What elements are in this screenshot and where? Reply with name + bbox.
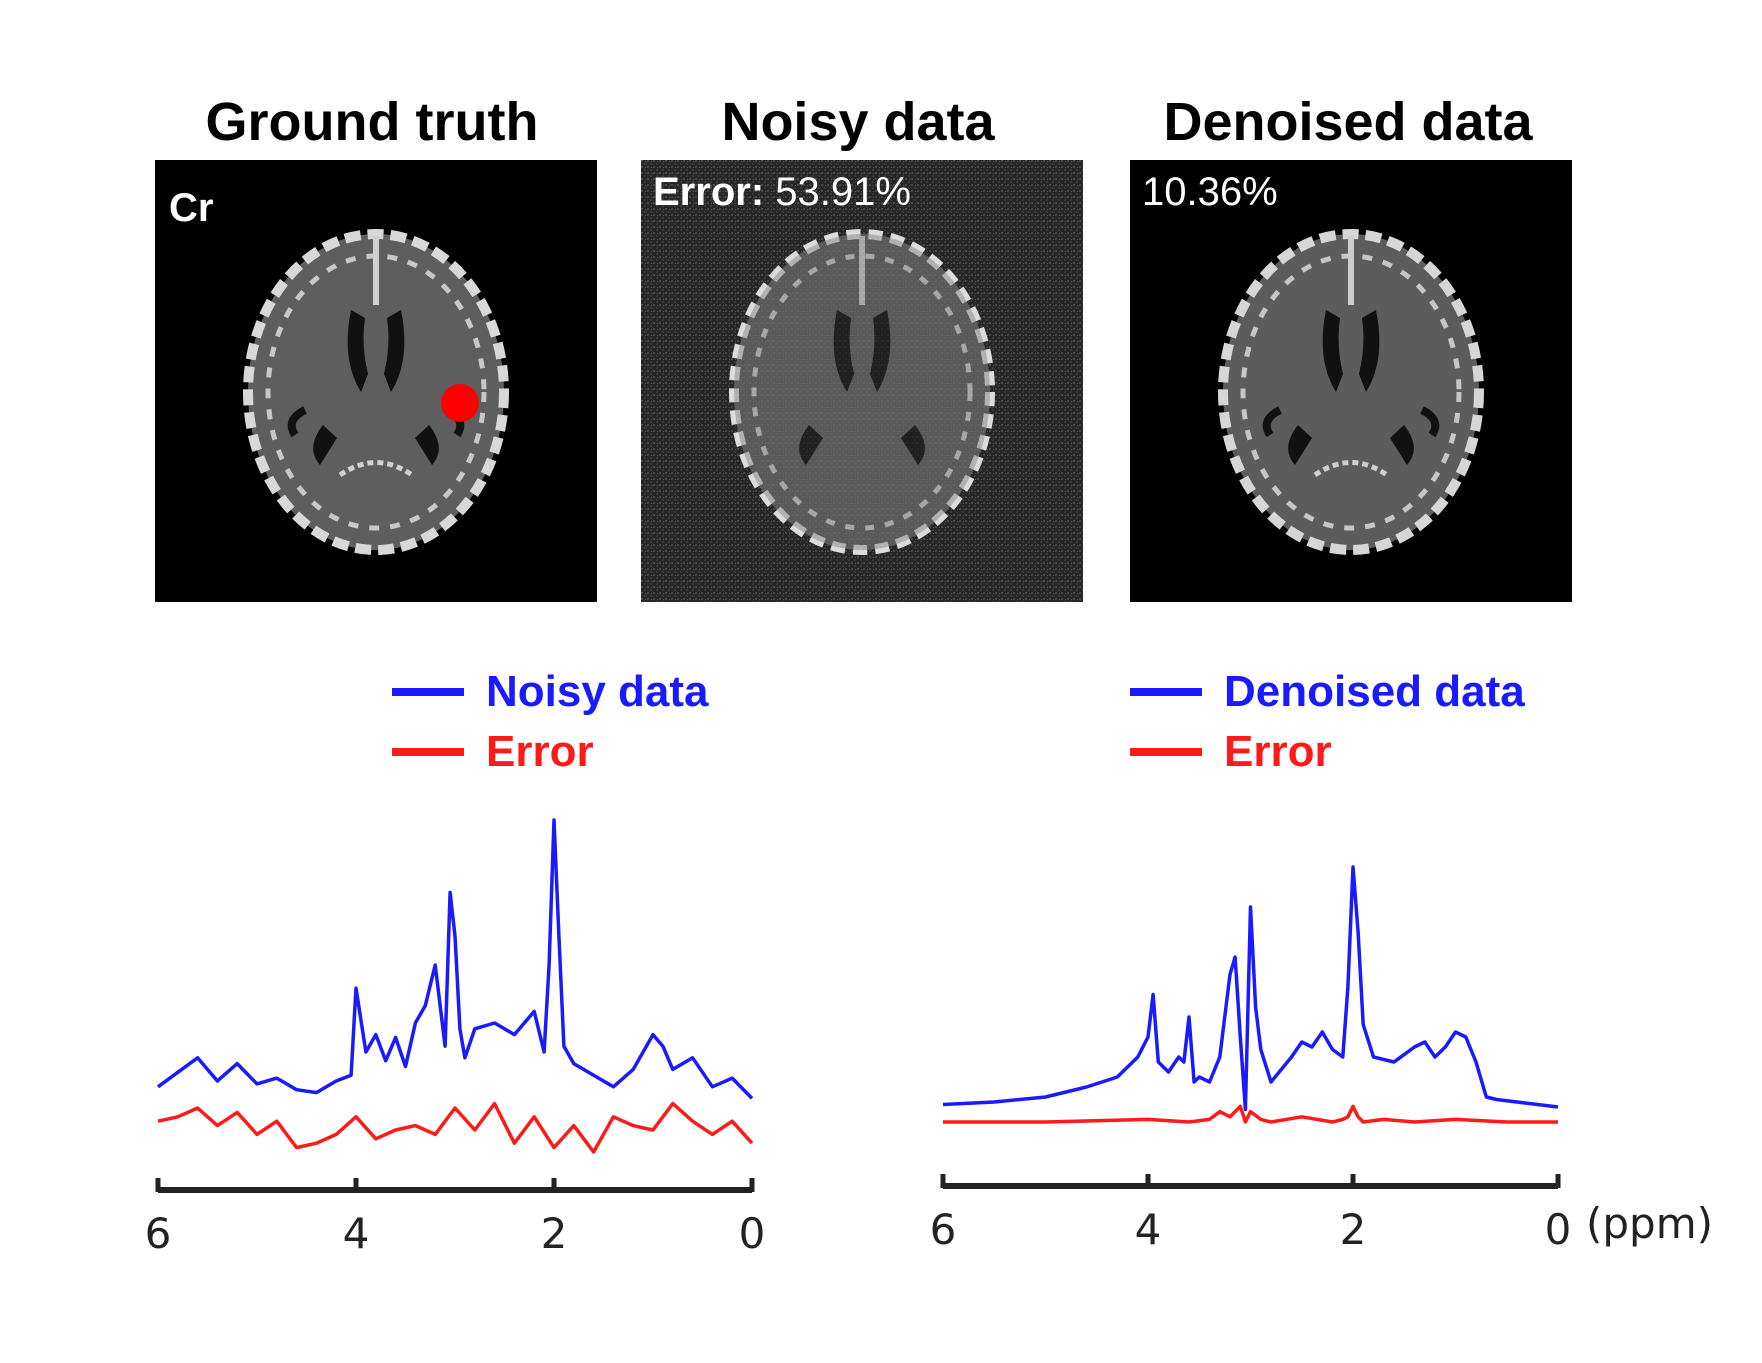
x-tick-label: 6 (145, 1209, 172, 1258)
x-tick-label: 2 (1340, 1205, 1367, 1254)
overlay-error: Error: 53.91% (653, 172, 911, 212)
error-series-line (157, 1101, 754, 1154)
denoised-error-value: 10.36% (1142, 170, 1278, 214)
legend-item-signal: Noisy data (392, 662, 709, 722)
legend-item-signal: Denoised data (1130, 662, 1525, 722)
brain-slice-ground-truth (243, 229, 509, 555)
x-tick-label: 0 (1545, 1205, 1572, 1254)
error-series-line (943, 1104, 1558, 1124)
x-tick-label: 2 (541, 1209, 568, 1258)
legend-item-error: Error (1130, 722, 1525, 782)
legend-left: Noisy data Error (392, 662, 709, 782)
roi-marker (441, 384, 479, 422)
legend-label-signal: Noisy data (486, 667, 709, 716)
spectrum-chart-denoised: 6 4 2 0 (ppm) (930, 865, 1713, 1254)
overlay-denoised-error: 10.36% (1142, 172, 1278, 212)
legend-swatch-error (392, 748, 464, 756)
x-tick-label: 6 (930, 1205, 957, 1254)
error-value: 53.91% (775, 170, 911, 214)
legend-label-signal: Denoised data (1224, 667, 1525, 716)
brain-slice-denoised (1218, 229, 1484, 555)
x-tick-label: 4 (1135, 1205, 1162, 1254)
signal-series-line (942, 865, 1559, 1112)
panel-title-noisy-data: Noisy data (721, 92, 995, 152)
denoised-data-image: 10.36% (1130, 160, 1572, 602)
noisy-data-image: Error: 53.91% (641, 160, 1083, 602)
legend-label-error: Error (486, 727, 594, 776)
legend-swatch-error (1130, 748, 1202, 756)
overlay-metabolite-label: Cr (169, 188, 213, 228)
x-tick-label: 0 (739, 1209, 766, 1258)
legend-swatch-signal (392, 688, 464, 696)
ground-truth-image: Cr (155, 160, 597, 602)
spectrum-chart-noisy: 6 4 2 0 (145, 818, 766, 1258)
legend-label-error: Error (1224, 727, 1332, 776)
metabolite-label: Cr (169, 186, 214, 230)
x-axis-unit-label: (ppm) (1586, 1199, 1713, 1248)
brain-slice-noisy (641, 160, 1083, 602)
legend-swatch-signal (1130, 688, 1202, 696)
panel-title-denoised-data: Denoised data (1163, 92, 1533, 152)
panel-title-ground-truth: Ground truth (205, 92, 539, 152)
x-tick-label: 4 (343, 1209, 370, 1258)
legend-item-error: Error (392, 722, 709, 782)
error-label: Error: (653, 170, 765, 214)
legend-right: Denoised data Error (1130, 662, 1525, 782)
signal-series-line (156, 818, 754, 1100)
